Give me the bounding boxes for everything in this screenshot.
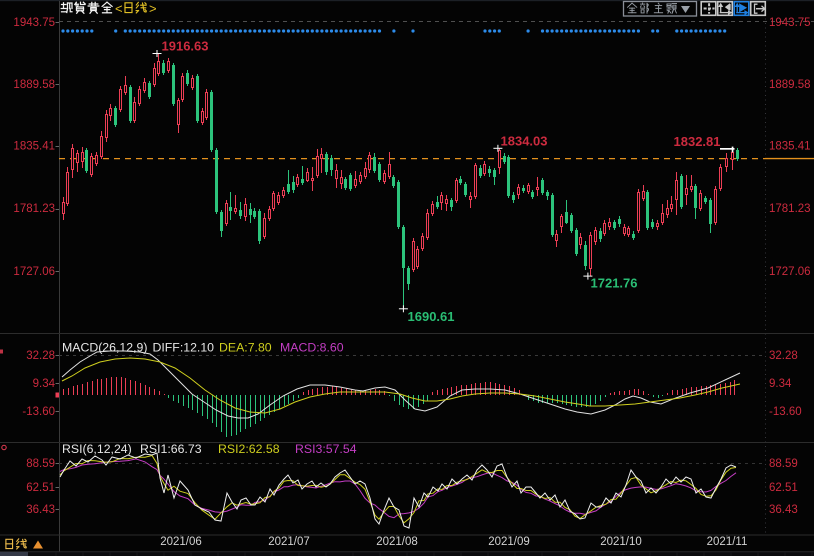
- svg-text:>: >: [149, 1, 157, 16]
- svg-text:2021/10: 2021/10: [600, 536, 642, 548]
- svg-text:9.34: 9.34: [33, 378, 56, 390]
- svg-text:DIFF:12.10: DIFF:12.10: [153, 341, 215, 355]
- svg-text:RSI(6,12,24): RSI(6,12,24): [62, 442, 132, 456]
- svg-text:1690.61: 1690.61: [408, 309, 455, 324]
- svg-text:1834.03: 1834.03: [501, 134, 548, 149]
- svg-text:1781.23: 1781.23: [769, 203, 811, 215]
- svg-text:1916.63: 1916.63: [162, 39, 209, 54]
- svg-text:DEA:7.80: DEA:7.80: [219, 341, 272, 355]
- svg-text:1727.06: 1727.06: [13, 266, 55, 278]
- svg-text:-13.60: -13.60: [769, 406, 802, 418]
- svg-text:32.28: 32.28: [769, 350, 798, 362]
- svg-text:62.51: 62.51: [769, 482, 798, 494]
- svg-text:36.43: 36.43: [26, 504, 55, 516]
- svg-text:36.43: 36.43: [769, 504, 798, 516]
- svg-text:2021/06: 2021/06: [160, 536, 202, 548]
- svg-text:1943.75: 1943.75: [769, 17, 811, 29]
- svg-text:1835.41: 1835.41: [769, 141, 811, 153]
- svg-text:1943.75: 1943.75: [13, 17, 55, 29]
- svg-text:MACD:8.60: MACD:8.60: [280, 341, 344, 355]
- svg-text:2021/07: 2021/07: [268, 536, 310, 548]
- svg-text:88.59: 88.59: [769, 458, 798, 470]
- svg-text:-13.60: -13.60: [22, 406, 55, 418]
- svg-text:2021/11: 2021/11: [707, 536, 748, 548]
- svg-text:MACD(26,12,9): MACD(26,12,9): [62, 341, 147, 355]
- svg-text:RSI2:62.58: RSI2:62.58: [218, 442, 280, 456]
- svg-text:2021/09: 2021/09: [488, 536, 530, 548]
- svg-text:32.28: 32.28: [26, 350, 55, 362]
- svg-text:RSI3:57.54: RSI3:57.54: [295, 442, 357, 456]
- svg-text:1832.81: 1832.81: [674, 134, 721, 149]
- svg-text:<: <: [115, 1, 123, 16]
- svg-text:1727.06: 1727.06: [769, 266, 811, 278]
- svg-text:RSI1:66.73: RSI1:66.73: [140, 442, 202, 456]
- svg-text:1835.41: 1835.41: [13, 141, 55, 153]
- svg-text:1721.76: 1721.76: [591, 276, 638, 291]
- svg-text:1781.23: 1781.23: [13, 203, 55, 215]
- svg-text:9.34: 9.34: [769, 378, 792, 390]
- svg-text:88.59: 88.59: [26, 458, 55, 470]
- svg-text:2021/08: 2021/08: [376, 536, 418, 548]
- svg-text:1889.58: 1889.58: [769, 79, 811, 91]
- svg-text:1889.58: 1889.58: [13, 79, 55, 91]
- svg-text:62.51: 62.51: [26, 482, 55, 494]
